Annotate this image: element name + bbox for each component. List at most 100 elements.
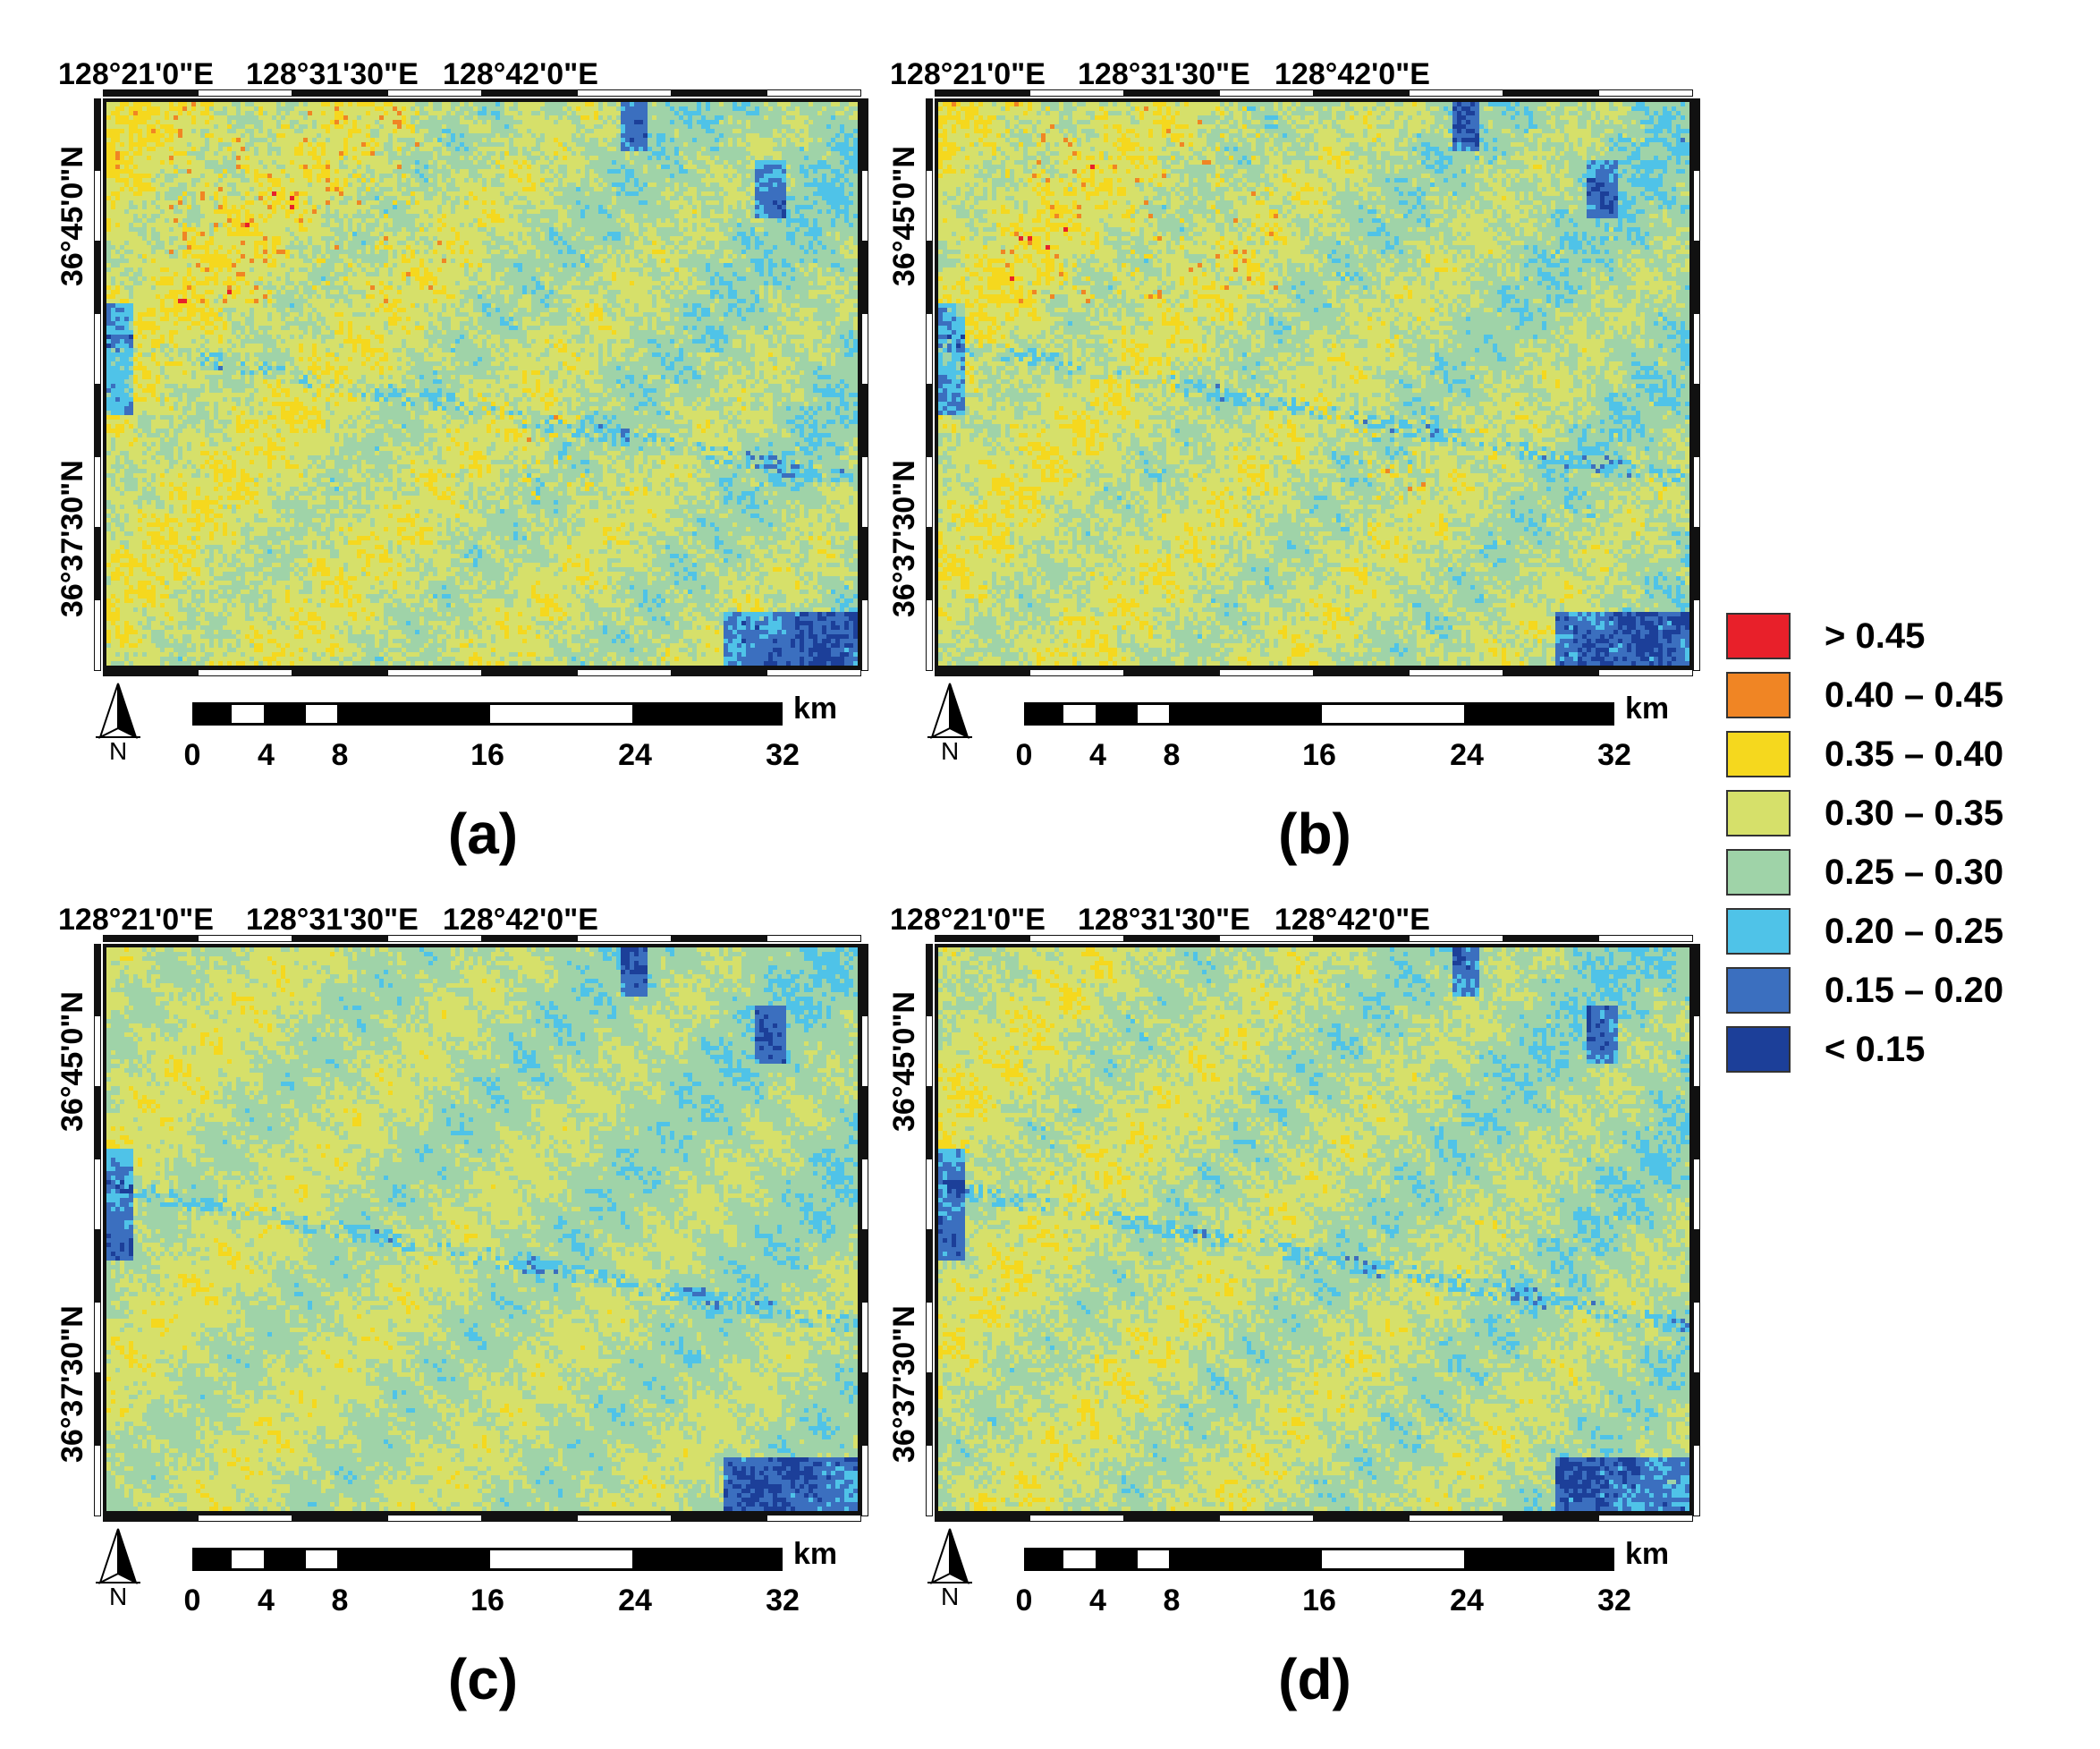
scale-tick-label: 16 xyxy=(470,738,504,773)
legend-item: 0.35 – 0.40 xyxy=(1726,731,2084,790)
legend-item: 0.20 – 0.25 xyxy=(1726,908,2084,967)
scale-tick-label: 4 xyxy=(1089,1583,1106,1618)
longitude-label: 128°42'0"E xyxy=(1274,903,1430,938)
latitude-label: 36°37'30"N xyxy=(887,460,922,617)
north-arrow-icon: N xyxy=(923,682,977,767)
scale-bar xyxy=(1024,702,1614,726)
legend-swatch xyxy=(1726,672,1791,718)
north-label: N xyxy=(941,1583,959,1611)
panel-label: (a) xyxy=(54,801,912,867)
latitude-label: 36°37'30"N xyxy=(887,1305,922,1463)
scale-bar xyxy=(192,702,783,726)
scale-tick-label: 24 xyxy=(618,1583,652,1618)
scale-tick-label: 8 xyxy=(332,1583,349,1618)
neatline-ticks xyxy=(103,89,861,97)
longitude-label: 128°31'30"E xyxy=(246,57,419,92)
map-panel-d: 128°21'0"E 128°31'30"E 128°42'0"E 36°45'0"N… xyxy=(885,890,1744,1749)
longitude-label: 128°42'0"E xyxy=(443,57,598,92)
soil-moisture-raster xyxy=(103,98,861,669)
north-label: N xyxy=(109,737,127,766)
longitude-label: 128°21'0"E xyxy=(58,57,214,92)
scale-tick-label: 32 xyxy=(766,738,800,773)
neatline-ticks xyxy=(861,98,868,669)
panel-label: (d) xyxy=(885,1646,1744,1712)
neatline-ticks xyxy=(103,669,861,676)
soil-moisture-raster xyxy=(935,944,1693,1515)
scale-tick-label: 16 xyxy=(470,1583,504,1618)
neatline-ticks xyxy=(935,89,1693,97)
legend-item: < 0.15 xyxy=(1726,1026,2084,1085)
legend-label: 0.35 – 0.40 xyxy=(1825,734,2003,775)
scale-tick-label: 0 xyxy=(184,1583,201,1618)
neatline-ticks xyxy=(103,1515,861,1522)
scale-tick-label: 0 xyxy=(1016,738,1033,773)
legend-swatch xyxy=(1726,967,1791,1014)
scale-unit-label: km xyxy=(1625,1537,1669,1572)
legend-label: < 0.15 xyxy=(1825,1030,1925,1070)
neatline-ticks xyxy=(935,935,1693,942)
scale-bar xyxy=(1024,1548,1614,1571)
neatline-ticks xyxy=(94,944,101,1515)
soil-moisture-raster xyxy=(935,98,1693,669)
scale-tick-label: 32 xyxy=(766,1583,800,1618)
neatline-ticks xyxy=(935,669,1693,676)
north-label: N xyxy=(941,737,959,766)
legend-swatch xyxy=(1726,790,1791,836)
legend-item: > 0.45 xyxy=(1726,613,2084,672)
scale-tick-label: 16 xyxy=(1302,738,1336,773)
legend-swatch xyxy=(1726,849,1791,896)
legend-label: 0.15 – 0.20 xyxy=(1825,971,2003,1011)
scale-tick-label: 32 xyxy=(1597,738,1631,773)
legend-label: 0.20 – 0.25 xyxy=(1825,912,2003,952)
longitude-label: 128°31'30"E xyxy=(1078,57,1250,92)
neatline-ticks xyxy=(94,98,101,669)
scale-tick-label: 8 xyxy=(1164,1583,1181,1618)
scale-tick-label: 4 xyxy=(1089,738,1106,773)
north-arrow-icon: N xyxy=(91,682,145,767)
legend-label: 0.25 – 0.30 xyxy=(1825,853,2003,893)
latitude-label: 36°37'30"N xyxy=(55,1305,90,1463)
neatline-ticks xyxy=(1693,944,1700,1515)
longitude-label: 128°21'0"E xyxy=(890,57,1046,92)
longitude-label: 128°42'0"E xyxy=(443,903,598,938)
panel-label: (c) xyxy=(54,1646,912,1712)
legend-swatch xyxy=(1726,1026,1791,1073)
scale-tick-label: 24 xyxy=(618,738,652,773)
latitude-label: 36°45'0"N xyxy=(55,991,90,1132)
legend-item: 0.15 – 0.20 xyxy=(1726,967,2084,1026)
scale-tick-label: 0 xyxy=(184,738,201,773)
scale-unit-label: km xyxy=(793,1537,837,1572)
latitude-label: 36°37'30"N xyxy=(55,460,90,617)
legend-label: 0.30 – 0.35 xyxy=(1825,794,2003,834)
neatline-ticks xyxy=(926,98,933,669)
soil-moisture-raster xyxy=(103,944,861,1515)
longitude-label: 128°21'0"E xyxy=(58,903,214,938)
scale-bar xyxy=(192,1548,783,1571)
scale-tick-label: 4 xyxy=(258,738,275,773)
legend-item: 0.25 – 0.30 xyxy=(1726,849,2084,908)
legend-swatch xyxy=(1726,731,1791,777)
legend: > 0.45 0.40 – 0.45 0.35 – 0.40 0.30 – 0.35 0… xyxy=(1726,613,2084,1085)
scale-unit-label: km xyxy=(1625,692,1669,726)
legend-label: 0.40 – 0.45 xyxy=(1825,675,2003,716)
scale-tick-label: 32 xyxy=(1597,1583,1631,1618)
north-label: N xyxy=(109,1583,127,1611)
scale-tick-label: 4 xyxy=(258,1583,275,1618)
longitude-label: 128°31'30"E xyxy=(1078,903,1250,938)
scale-unit-label: km xyxy=(793,692,837,726)
legend-swatch xyxy=(1726,908,1791,955)
latitude-label: 36°45'0"N xyxy=(887,991,922,1132)
neatline-ticks xyxy=(935,1515,1693,1522)
legend-swatch xyxy=(1726,613,1791,659)
legend-label: > 0.45 xyxy=(1825,616,1925,657)
latitude-label: 36°45'0"N xyxy=(55,146,90,286)
scale-tick-label: 8 xyxy=(332,738,349,773)
neatline-ticks xyxy=(926,944,933,1515)
panel-label: (b) xyxy=(885,801,1744,867)
legend-item: 0.40 – 0.45 xyxy=(1726,672,2084,731)
neatline-ticks xyxy=(1693,98,1700,669)
longitude-label: 128°21'0"E xyxy=(890,903,1046,938)
scale-tick-label: 0 xyxy=(1016,1583,1033,1618)
